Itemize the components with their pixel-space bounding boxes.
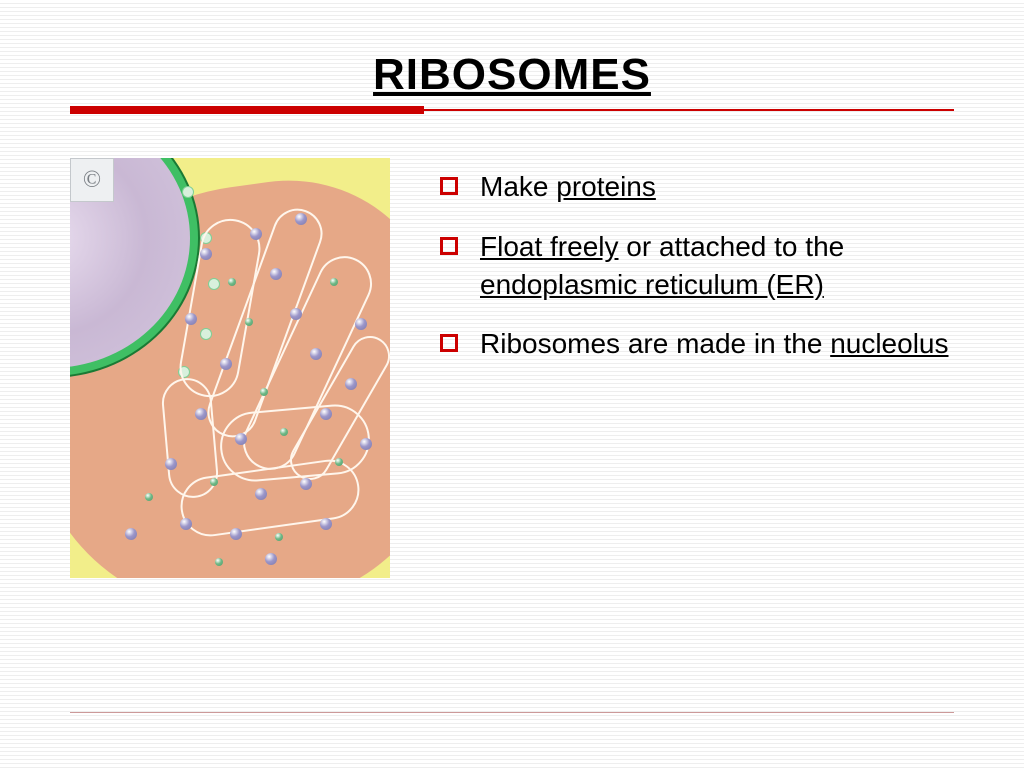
ribosome-dot-shape	[255, 488, 267, 500]
ribosome-dot-shape	[345, 378, 357, 390]
ribosome-dot-shape	[275, 533, 283, 541]
ribosome-dot-shape	[210, 478, 218, 486]
slide: RIBOSOMES © Make proteins Float freely or…	[0, 0, 1024, 768]
ribosome-dot-shape	[260, 388, 268, 396]
ribosome-dot-shape	[300, 478, 312, 490]
bullet-item: Ribosomes are made in the nucleolus	[440, 325, 954, 363]
ribosome-dot-shape	[250, 228, 262, 240]
slide-title: RIBOSOMES	[70, 50, 954, 100]
ribosome-figure: ©	[70, 158, 390, 578]
ribosome-dot-shape	[235, 433, 247, 445]
ribosome-dot-shape	[125, 528, 137, 540]
ribosome-dot-shape	[230, 528, 242, 540]
rule-thick	[70, 106, 424, 114]
bullet-text: Make proteins	[480, 168, 954, 206]
ribosome-dot-shape	[220, 358, 232, 370]
bullet-text: Float freely or attached to the endoplas…	[480, 228, 954, 304]
title-underline	[70, 106, 954, 118]
ribosome-dot-shape	[265, 553, 277, 565]
bullet-item: Make proteins	[440, 168, 954, 206]
ribosome-dot-shape	[335, 458, 343, 466]
ribosome-dot-shape	[310, 348, 322, 360]
ribosome-dot-shape	[215, 558, 223, 566]
ribosome-dot-shape	[320, 518, 332, 530]
ribosome-dot-shape	[165, 458, 177, 470]
footer-rule	[70, 712, 954, 713]
ribosome-dot-shape	[145, 493, 153, 501]
ribosome-dot-shape	[290, 308, 302, 320]
ribosome-dot-shape	[245, 318, 253, 326]
bullet-square-icon	[440, 334, 458, 352]
bullet-list: Make proteins Float freely or attached to…	[440, 158, 954, 385]
ribosome-dot-shape	[180, 518, 192, 530]
bullet-square-icon	[440, 237, 458, 255]
ribosome-dot-shape	[330, 278, 338, 286]
ribosome-dot-shape	[360, 438, 372, 450]
bullet-item: Float freely or attached to the endoplas…	[440, 228, 954, 304]
nuclear-pore-shape	[182, 186, 194, 198]
ribosome-dot-shape	[195, 408, 207, 420]
ribosome-dot-shape	[280, 428, 288, 436]
content-row: © Make proteins Float freely or attached …	[70, 158, 954, 578]
ribosome-dot-shape	[200, 248, 212, 260]
ribosome-dot-shape	[355, 318, 367, 330]
ribosome-dot-shape	[270, 268, 282, 280]
bullet-square-icon	[440, 177, 458, 195]
bullet-text: Ribosomes are made in the nucleolus	[480, 325, 954, 363]
ribosome-dot-shape	[295, 213, 307, 225]
ribosome-dot-shape	[185, 313, 197, 325]
ribosome-dot-shape	[320, 408, 332, 420]
copyright-watermark-icon: ©	[70, 158, 114, 202]
ribosome-dot-shape	[228, 278, 236, 286]
